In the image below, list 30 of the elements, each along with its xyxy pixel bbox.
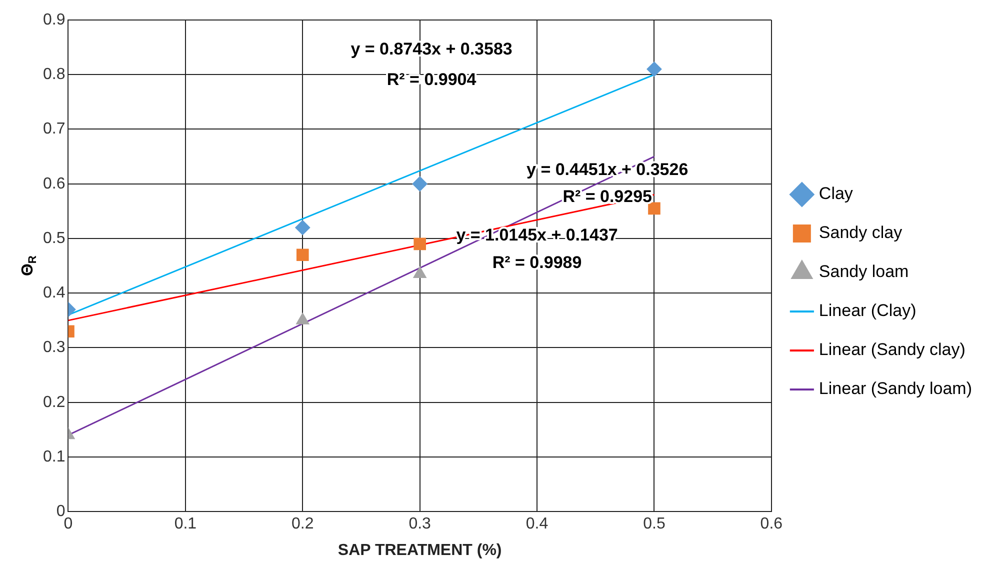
point <box>295 220 310 236</box>
y-tick-label: 0.6 <box>42 175 66 192</box>
point <box>648 202 660 215</box>
point <box>646 62 662 77</box>
y-tick-label: 0.7 <box>42 120 66 138</box>
legend-label: Linear (Clay) <box>818 301 916 320</box>
legend-label: Linear (Sandy clay) <box>818 340 966 360</box>
y-tick-label: 0.2 <box>42 394 66 411</box>
y-tick-label: 0.3 <box>42 339 66 356</box>
legend-label: Linear (Sandy loam) <box>818 379 972 398</box>
y-tick-label: 0.9 <box>42 11 66 28</box>
x-tick-label: 0.6 <box>760 516 783 533</box>
x-tick-label: 0.4 <box>526 516 548 533</box>
y-tick-label: 0 <box>56 503 66 520</box>
legend-label: Sandy loam <box>818 262 909 282</box>
x-tick-label: 0.2 <box>292 516 314 533</box>
y-tick-label: 0.1 <box>42 448 66 466</box>
x-tick-label: 0.3 <box>408 516 432 533</box>
legend-label: Sandy clay <box>818 223 903 242</box>
y-axis-title: ΘR <box>19 256 39 276</box>
annotation: R² = 0.9904 <box>386 70 477 89</box>
point <box>412 176 428 192</box>
y-tick-label: 0.8 <box>42 66 66 84</box>
x-tick-label: 0.1 <box>174 516 197 533</box>
y-tick-label: 0.4 <box>42 284 66 302</box>
legend-label: Clay <box>818 184 854 204</box>
y-tick-label: 0.5 <box>42 230 66 247</box>
point <box>414 238 426 250</box>
x-tick-label: 0.5 <box>643 516 666 533</box>
x-axis-title: SAP TREATMENT (%) <box>338 542 502 559</box>
